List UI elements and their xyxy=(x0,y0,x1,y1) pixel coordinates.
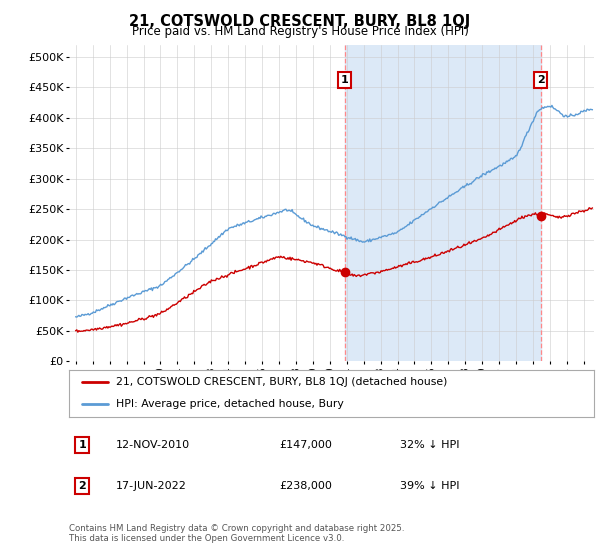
Text: 12-NOV-2010: 12-NOV-2010 xyxy=(116,440,190,450)
Text: £147,000: £147,000 xyxy=(279,440,332,450)
Text: 17-JUN-2022: 17-JUN-2022 xyxy=(116,480,187,491)
Text: 21, COTSWOLD CRESCENT, BURY, BL8 1QJ (detached house): 21, COTSWOLD CRESCENT, BURY, BL8 1QJ (de… xyxy=(116,377,448,388)
Text: Price paid vs. HM Land Registry's House Price Index (HPI): Price paid vs. HM Land Registry's House … xyxy=(131,25,469,38)
Text: Contains HM Land Registry data © Crown copyright and database right 2025.
This d: Contains HM Land Registry data © Crown c… xyxy=(69,524,404,543)
Text: 2: 2 xyxy=(78,480,86,491)
Text: 32% ↓ HPI: 32% ↓ HPI xyxy=(400,440,459,450)
Bar xyxy=(344,45,541,361)
Text: 2: 2 xyxy=(537,75,545,85)
Text: £238,000: £238,000 xyxy=(279,480,332,491)
Text: 1: 1 xyxy=(341,75,349,85)
Text: 21, COTSWOLD CRESCENT, BURY, BL8 1QJ: 21, COTSWOLD CRESCENT, BURY, BL8 1QJ xyxy=(130,14,470,29)
Text: HPI: Average price, detached house, Bury: HPI: Average price, detached house, Bury xyxy=(116,399,344,409)
Text: 1: 1 xyxy=(78,440,86,450)
Text: 39% ↓ HPI: 39% ↓ HPI xyxy=(400,480,459,491)
